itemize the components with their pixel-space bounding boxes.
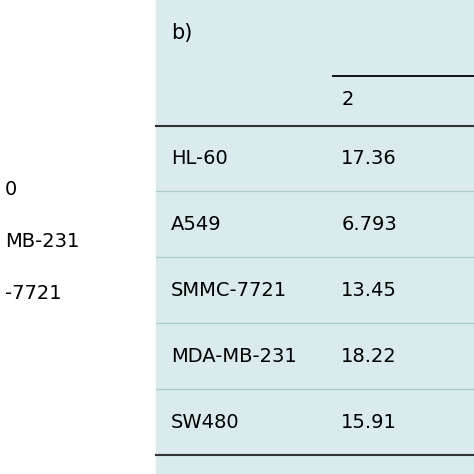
Text: SMMC-7721: SMMC-7721 (171, 281, 287, 300)
Text: 2: 2 (341, 90, 354, 109)
Text: SW480: SW480 (171, 412, 239, 432)
Text: MDA-MB-231: MDA-MB-231 (171, 346, 296, 366)
Text: -7721: -7721 (5, 284, 61, 303)
Text: b): b) (171, 23, 192, 43)
Text: HL-60: HL-60 (171, 149, 228, 168)
Text: A549: A549 (171, 215, 221, 234)
Text: 6.793: 6.793 (341, 215, 397, 234)
Text: 13.45: 13.45 (341, 281, 397, 300)
Bar (156, 0, 474, 474)
Text: 0: 0 (5, 180, 17, 199)
Text: 18.22: 18.22 (341, 346, 397, 366)
Text: MB-231: MB-231 (5, 232, 79, 251)
Text: 17.36: 17.36 (341, 149, 397, 168)
Text: 15.91: 15.91 (341, 412, 397, 432)
Bar (0, 0, 156, 474)
